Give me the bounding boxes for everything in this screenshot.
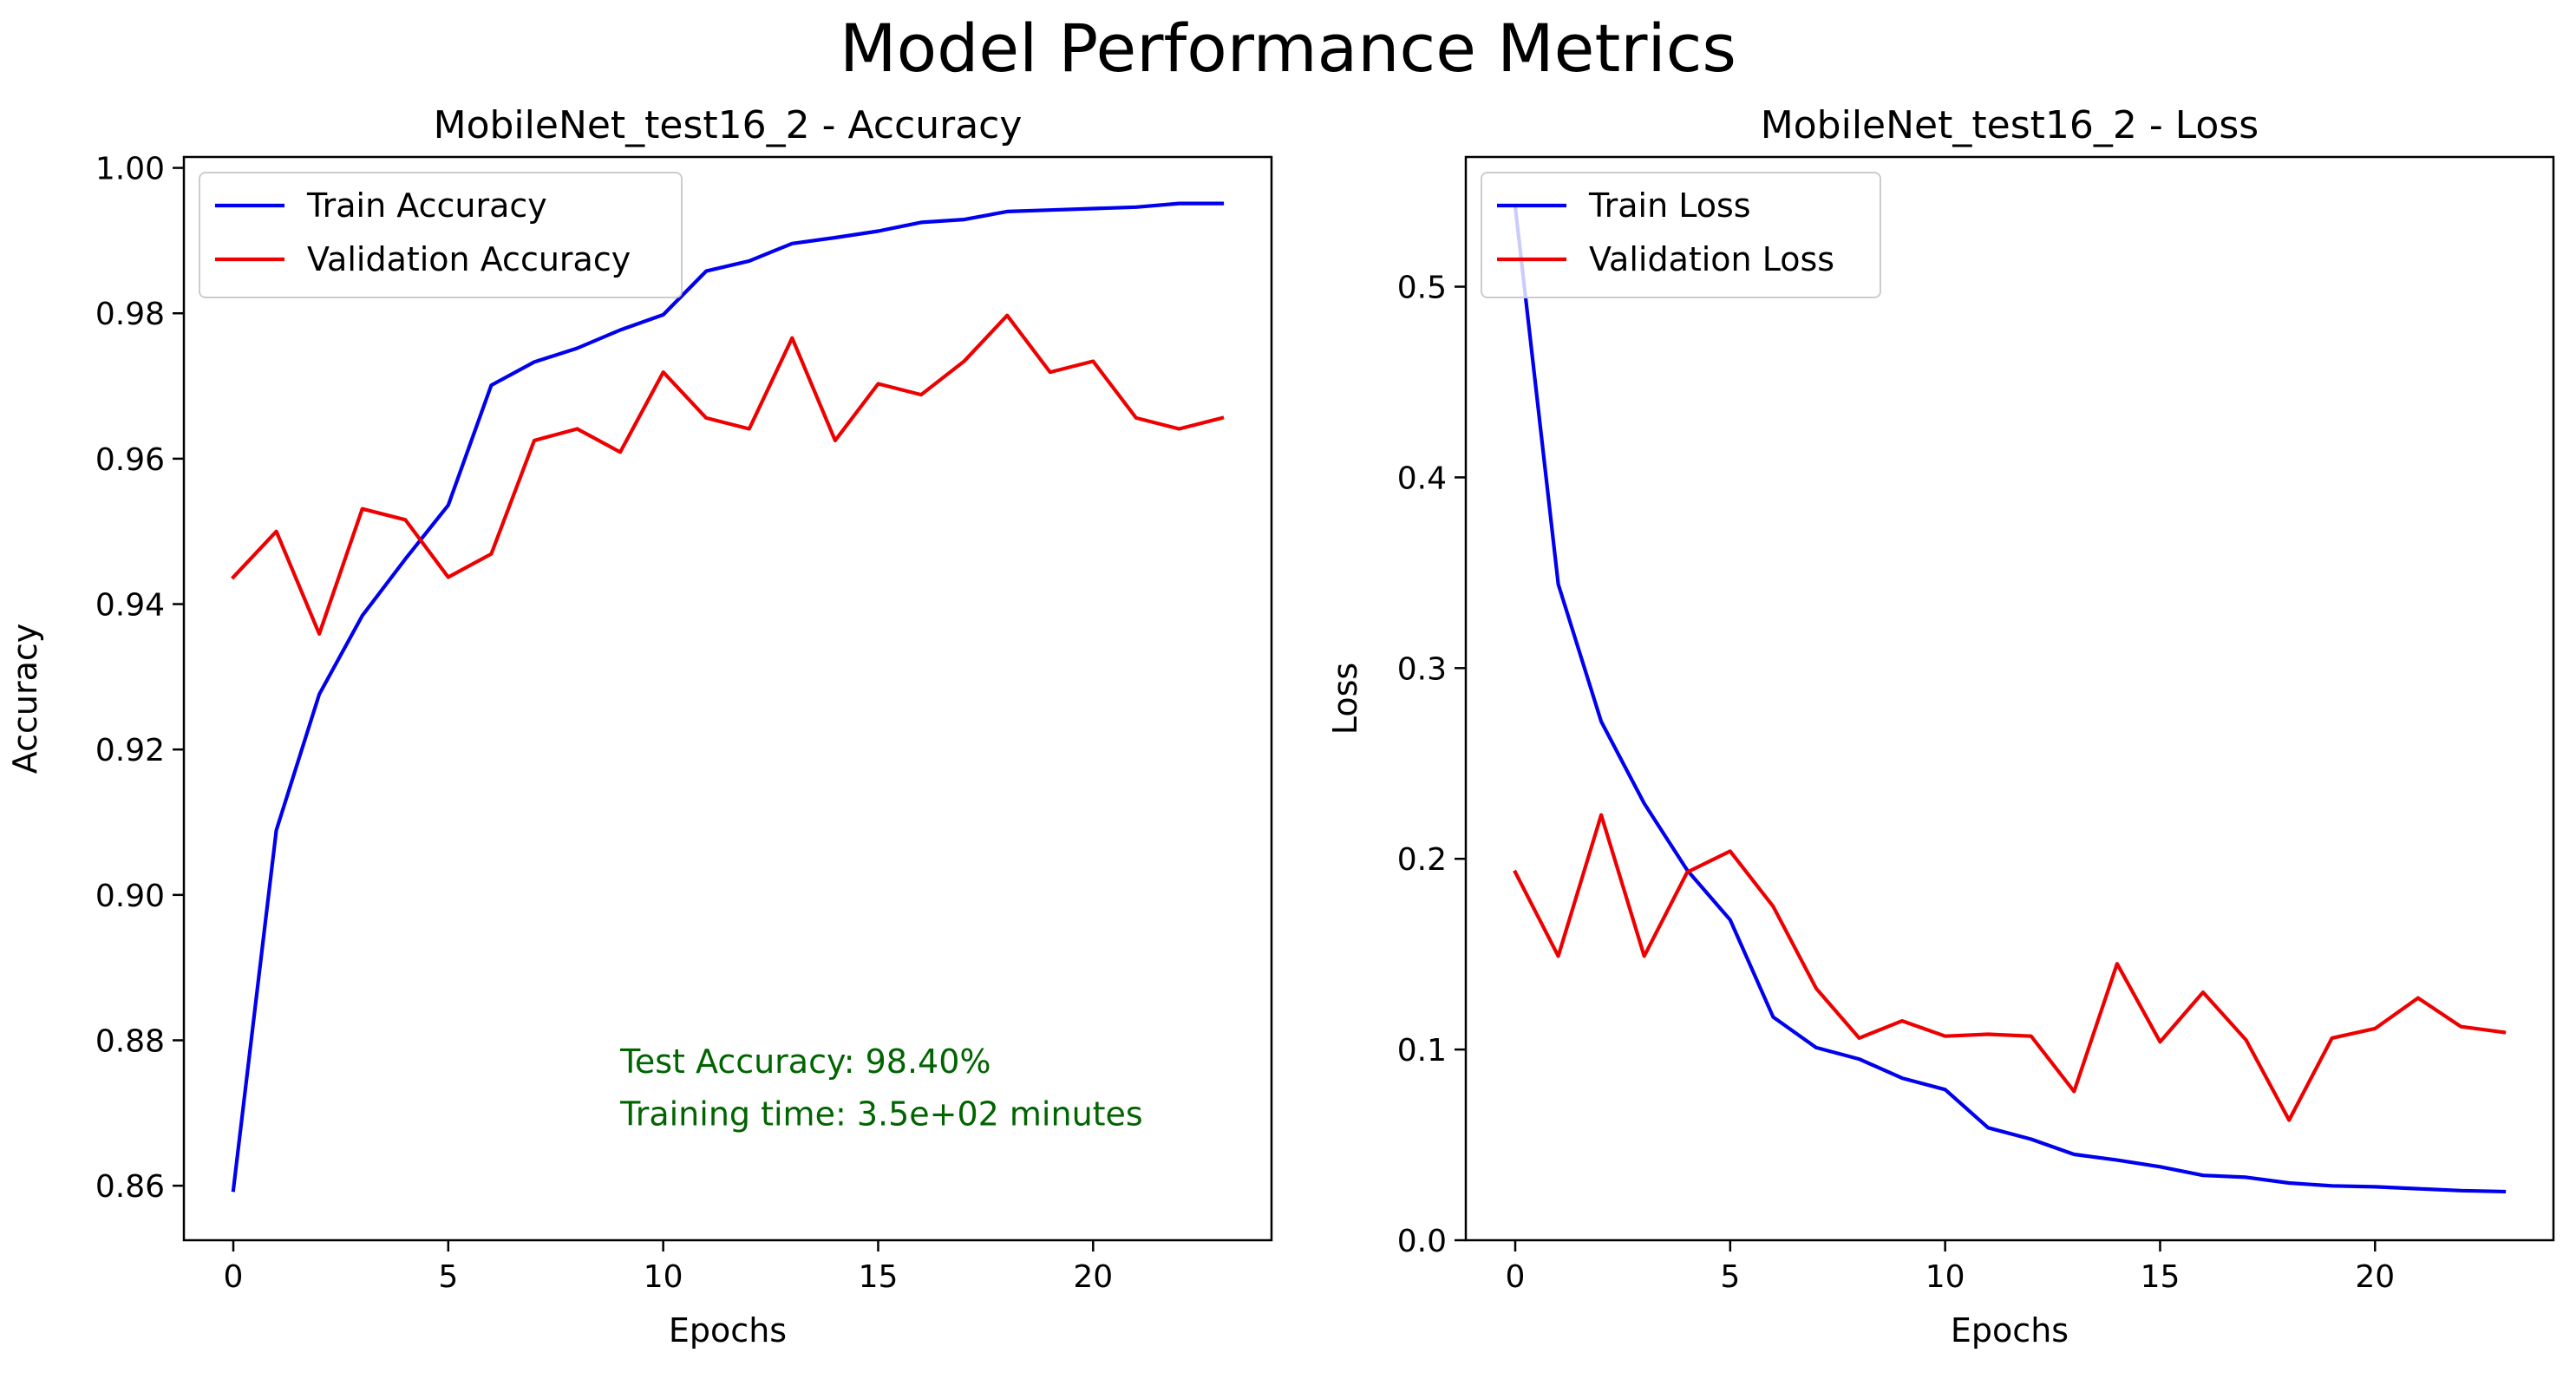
accuracy-axes-frame <box>182 155 1273 1242</box>
accuracy-x-axis-label: Epochs <box>669 1311 787 1350</box>
loss-y-tick-label: 0.3 <box>1397 651 1447 687</box>
loss-chart: MobileNet_test16_2 - Loss Epochs Loss 0 5 10 1… <box>1326 103 2555 1350</box>
accuracy-y-tick-label: 0.92 <box>95 733 165 768</box>
loss-title: MobileNet_test16_2 - Loss <box>1761 103 2259 147</box>
accuracy-y-tick-label: 0.86 <box>95 1169 165 1205</box>
loss-y-tick-label: 0.1 <box>1397 1033 1447 1069</box>
loss-train-loss-line <box>1513 204 2507 1194</box>
accuracy-annotation: Test Accuracy: 98.40% <box>619 1042 991 1081</box>
accuracy-legend-label-train-accuracy: Train Accuracy <box>306 186 547 225</box>
loss-x-tick-label: 5 <box>1720 1259 1740 1295</box>
loss-y-tick-label: 0.0 <box>1397 1224 1447 1259</box>
loss-legend: Train Loss Validation Loss <box>1481 172 1881 298</box>
accuracy-y-tick-label: 0.88 <box>95 1023 165 1059</box>
accuracy-y-tick-label: 0.96 <box>95 442 165 478</box>
accuracy-annotation: Training time: 3.5e+02 minutes <box>619 1095 1143 1134</box>
accuracy-title: MobileNet_test16_2 - Accuracy <box>434 103 1023 147</box>
accuracy-x-tick-label: 0 <box>224 1259 244 1295</box>
accuracy-train-accuracy-line <box>231 201 1225 1193</box>
loss-validation-loss-line <box>1513 813 2507 1122</box>
accuracy-y-tick-label: 0.90 <box>95 879 165 914</box>
loss-legend-box <box>1481 172 1881 298</box>
accuracy-validation-accuracy-line <box>231 313 1225 637</box>
accuracy-x-tick-label: 10 <box>644 1259 683 1295</box>
accuracy-y-tick-label: 1.00 <box>95 152 165 187</box>
accuracy-legend: Train Accuracy Validation Accuracy <box>199 172 683 298</box>
accuracy-legend-box <box>199 172 683 298</box>
loss-x-tick-label: 10 <box>1925 1259 1965 1295</box>
loss-y-tick-label: 0.5 <box>1397 271 1447 306</box>
accuracy-x-tick-label: 20 <box>1073 1259 1113 1295</box>
loss-legend-label-train-loss: Train Loss <box>1588 186 1751 225</box>
loss-y-axis-label: Loss <box>1326 663 1364 735</box>
loss-legend-label-validation-loss: Validation Loss <box>1589 240 1834 278</box>
accuracy-x-tick-label: 15 <box>859 1259 899 1295</box>
loss-x-tick-label: 20 <box>2355 1259 2395 1295</box>
accuracy-chart: MobileNet_test16_2 - Accuracy Epochs Accur… <box>6 103 1273 1350</box>
loss-y-tick-label: 0.4 <box>1397 461 1447 496</box>
accuracy-y-axis-label: Accuracy <box>6 624 44 774</box>
loss-x-axis-label: Epochs <box>1951 1311 2069 1350</box>
accuracy-x-tick-label: 5 <box>438 1259 458 1295</box>
loss-y-tick-label: 0.2 <box>1397 842 1447 878</box>
loss-axes-frame <box>1464 155 2555 1242</box>
figure-suptitle: Model Performance Metrics <box>840 10 1736 87</box>
accuracy-y-tick-label: 0.98 <box>95 297 165 332</box>
loss-x-tick-label: 15 <box>2141 1259 2180 1295</box>
accuracy-y-tick-label: 0.94 <box>95 588 165 624</box>
loss-x-tick-label: 0 <box>1506 1259 1526 1295</box>
accuracy-legend-label-validation-accuracy: Validation Accuracy <box>307 240 631 278</box>
